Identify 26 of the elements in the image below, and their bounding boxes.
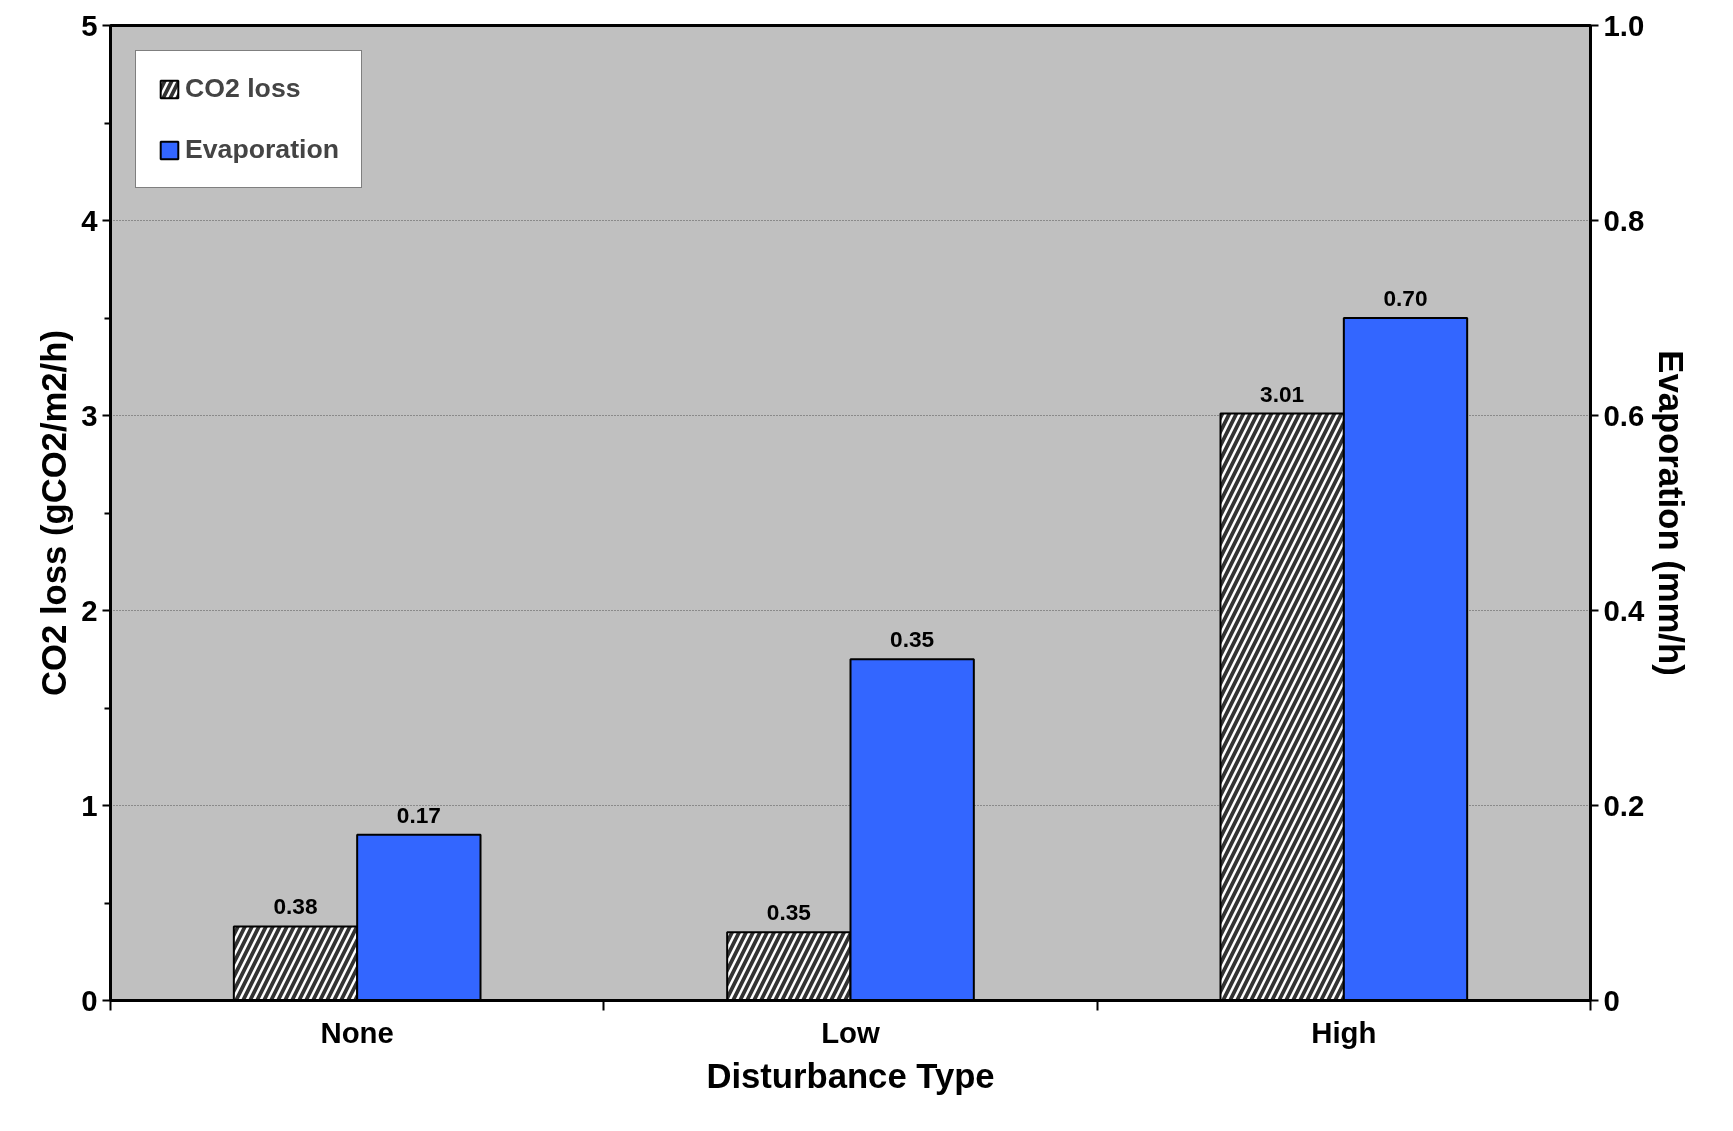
y-tick-label: 0: [81, 983, 98, 1017]
y-tick-label: 1: [81, 788, 98, 822]
x-tick-label: Low: [821, 1015, 881, 1049]
x-tick-label: None: [320, 1015, 394, 1049]
data-label: 0.70: [1383, 285, 1428, 311]
data-label: 0.38: [273, 893, 318, 920]
y2-axis-title: Evaporation (mm/h): [1652, 350, 1691, 676]
data-label: 3.01: [1260, 380, 1305, 407]
x-tick-label: High: [1311, 1015, 1377, 1049]
y-tick-label: 4: [81, 203, 99, 237]
y-tick-label: 2: [81, 593, 98, 627]
y2-tick-label: 0.4: [1603, 593, 1645, 627]
y-tick-label: 5: [81, 8, 98, 42]
y2-tick-label: 0.6: [1603, 398, 1645, 432]
legend-label: Evaporation: [185, 134, 340, 165]
y2-tick-label: 0.8: [1603, 203, 1645, 237]
data-label: 0.35: [766, 899, 811, 926]
legend-label: CO2 loss: [185, 73, 301, 104]
data-label: 0.35: [890, 626, 935, 653]
y2-tick-label: 0: [1603, 983, 1620, 1017]
y2-tick-label: 0.2: [1603, 788, 1645, 822]
y-tick-label: 3: [81, 398, 98, 432]
y2-tick-label: 1.0: [1603, 8, 1645, 42]
data-label: 0.17: [396, 801, 441, 828]
x-axis-title: Disturbance Type: [706, 1056, 995, 1095]
y-axis-title: CO2 loss (gCO2/m2/h): [35, 330, 74, 696]
